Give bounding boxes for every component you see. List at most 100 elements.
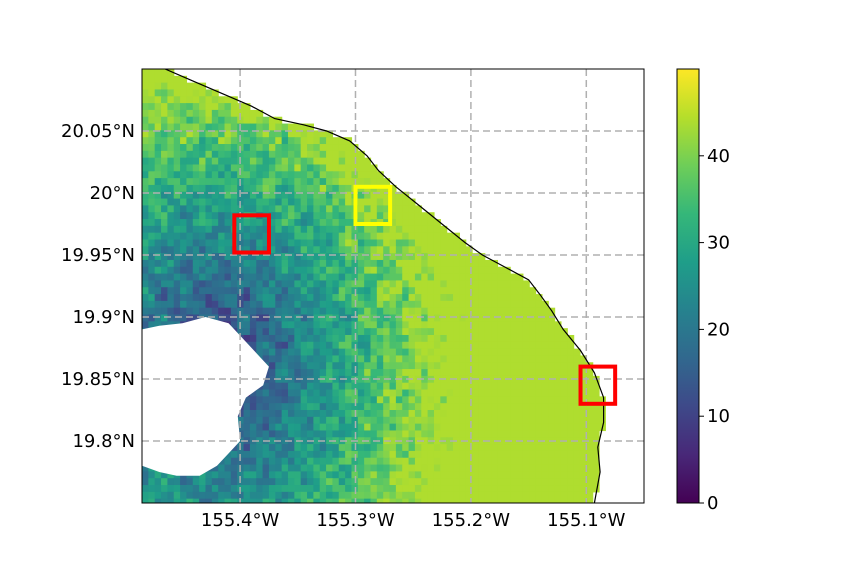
heatmap-cell [408,444,416,452]
heatmap-cell [211,164,219,172]
heatmap-cell [433,478,441,486]
lat-tick-label: 20.05°N [61,121,135,142]
heatmap-cell [516,485,524,493]
heatmap-cell [142,259,149,268]
heatmap-cell [389,232,397,241]
heatmap-cell [383,355,391,363]
heatmap-cell [554,430,562,438]
heatmap-cell [192,485,200,493]
heatmap-cell [192,137,200,145]
heatmap-cell [199,137,207,145]
heatmap-cell [472,334,479,343]
heatmap-cell [484,464,492,472]
heatmap-cell [313,191,321,200]
heatmap-cell [453,280,460,288]
heatmap-cell [510,410,518,418]
heatmap-cell [268,444,276,452]
heatmap-cell [522,362,530,370]
heatmap-cell [154,287,162,295]
heatmap-cell [592,423,600,432]
heatmap-cell [472,403,479,411]
heatmap-cell [275,198,283,206]
heatmap-cell [275,498,283,503]
heatmap-cell [440,362,448,370]
heatmap-cell [287,212,295,220]
heatmap-cell [148,109,156,118]
heatmap-cell [167,144,175,152]
heatmap-cell [154,219,162,227]
heatmap-cell [205,219,213,227]
heatmap-cell [268,355,276,363]
heatmap-cell [516,328,524,336]
heatmap-cell [370,464,378,472]
heatmap-cell [313,389,321,397]
heatmap-cell [313,287,321,295]
heatmap-cell [218,184,226,193]
heatmap-cell [586,389,594,397]
heatmap-cell [459,307,467,316]
heatmap-cell [313,362,321,370]
heatmap-cell [243,137,251,145]
heatmap-cell [230,137,238,145]
heatmap-cell [370,259,378,268]
heatmap-cell [554,498,562,503]
heatmap-cell [173,239,181,247]
heatmap-cell [421,369,429,377]
heatmap-cell [529,403,537,411]
heatmap-cell [180,82,188,91]
heatmap-cell [326,498,334,503]
heatmap-cell [294,178,302,186]
heatmap-cell [376,273,384,282]
heatmap-cell [383,280,391,288]
heatmap-cell [554,464,562,472]
heatmap-cell [592,403,600,411]
heatmap-cell [332,355,340,363]
heatmap-cell [472,280,479,288]
heatmap-cell [211,103,219,111]
heatmap-cell [389,471,397,479]
heatmap-cell [554,321,562,329]
heatmap-cell [465,437,473,445]
heatmap-cell [300,184,308,193]
heatmap-cell [211,212,219,220]
heatmap-cell [395,341,403,350]
heatmap-cell [484,273,492,282]
heatmap-cell [332,280,340,288]
heatmap-cell [351,403,359,411]
heatmap-cell [224,178,232,186]
heatmap-cell [592,485,600,493]
heatmap-cell [389,246,397,254]
heatmap-cell [357,348,365,357]
heatmap-cell [180,150,188,159]
heatmap-cell [364,171,372,179]
heatmap-cell [567,485,575,493]
heatmap-cell [395,382,403,391]
heatmap-cell [319,266,327,275]
heatmap-cell [383,430,391,438]
heatmap-cell [522,348,530,357]
heatmap-cell [522,321,530,329]
heatmap-cell [541,498,549,503]
lat-tick-label: 19.8°N [72,431,135,452]
heatmap-cell [433,321,441,329]
heatmap-cell [211,464,219,472]
heatmap-cell [300,171,308,179]
heatmap-cell [307,321,314,329]
heatmap-cell [395,457,403,466]
heatmap-cell [453,273,460,282]
heatmap-cell [199,259,207,268]
heatmap-cell [433,300,441,309]
heatmap-cell [567,430,575,438]
heatmap-cell [491,478,499,486]
heatmap-cell [307,457,314,466]
heatmap-cell [319,307,327,316]
heatmap-cell [427,328,435,336]
heatmap-cell [459,294,467,302]
heatmap-cell [338,423,346,432]
heatmap-cell [497,485,505,493]
heatmap-cell [433,471,441,479]
heatmap-cell [433,253,441,261]
heatmap-cell [161,184,168,193]
heatmap-cell [402,328,410,336]
heatmap-cell [186,266,194,275]
